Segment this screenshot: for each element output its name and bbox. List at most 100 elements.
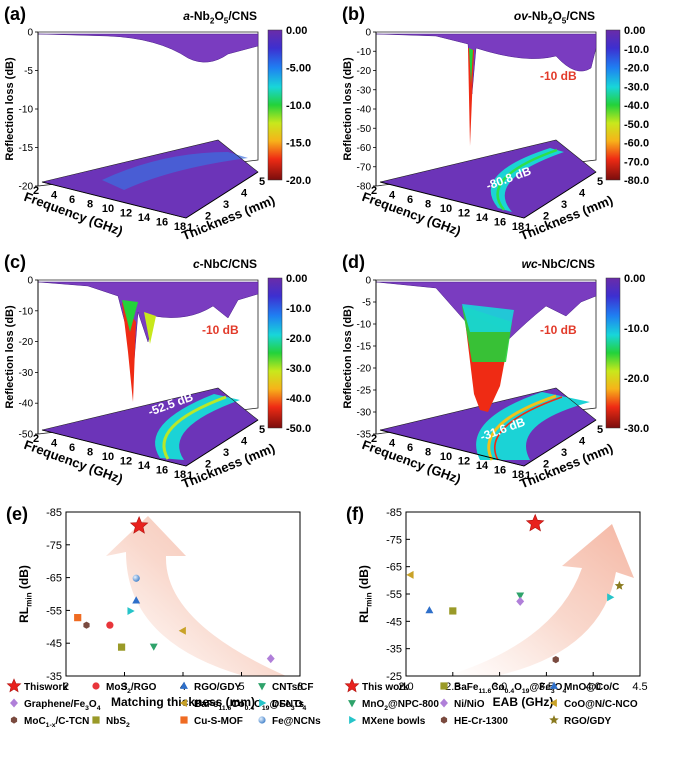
frequency-axis — [379, 181, 525, 219]
x-tick-label: 4.0 — [586, 681, 601, 693]
z-tick-label: 0 — [365, 276, 371, 287]
colorbar-tick-label: -80.0 — [624, 175, 649, 187]
colorbar-tick-label: -10.0 — [286, 303, 311, 315]
y-tick-label: -45 — [386, 616, 402, 628]
legend-label: Graphene/Fe3O4 — [24, 699, 101, 712]
frequency-tick-label: 10 — [102, 203, 114, 215]
panel-letter: (f) — [346, 504, 364, 524]
trend-arrow — [106, 516, 286, 676]
plot-frame — [65, 511, 301, 677]
scatter-panel-f: 2.0 2.5 3.0 3.5 4.0 4.5 -85 -75 -65 -55 -45 -35 -25 E… — [344, 504, 648, 727]
frequency-tick-label: 10 — [440, 203, 452, 215]
frequency-tick-label: 2 — [371, 185, 377, 197]
z-tick-label: -25 — [357, 386, 372, 397]
thickness-axis — [523, 171, 597, 219]
colorbar-tick-label: -40.0 — [286, 393, 311, 405]
rl-surface — [37, 33, 259, 63]
legend-marker — [92, 716, 100, 724]
frequency-tick-label: 2 — [33, 433, 39, 445]
x-tick-label: 2.0 — [398, 681, 413, 693]
legend-label: MXene bowls — [362, 716, 426, 727]
frequency-tick-label: 14 — [476, 212, 489, 224]
y-tick-label: -65 — [46, 573, 62, 585]
panel-letter: (e) — [6, 504, 28, 524]
frequency-tick-label: 8 — [425, 199, 431, 211]
legend-marker — [349, 716, 357, 724]
thickness-axis — [523, 419, 597, 467]
legend-marker — [348, 700, 356, 708]
colorbar-tick-label: -5.00 — [286, 63, 311, 75]
frequency-axis — [379, 429, 525, 467]
panel-letter: (b) — [342, 4, 365, 24]
thickness-tick-label: 5 — [597, 424, 603, 436]
data-point — [106, 621, 114, 629]
heatmap-band — [155, 394, 240, 460]
colorbar-tick-label: -50.0 — [624, 119, 649, 131]
data-point — [607, 593, 615, 602]
frequency-tick-label: 18 — [512, 221, 524, 233]
thickness-tick-label: 3 — [561, 199, 567, 211]
frequency-tick-label: 12 — [458, 208, 470, 220]
y-tick-label: -55 — [386, 589, 402, 601]
y-tick-label: -85 — [46, 507, 62, 519]
legend-label: This work — [362, 682, 409, 693]
z-tick-label: 0 — [365, 28, 371, 39]
data-point — [127, 607, 135, 616]
thickness-tick-label: 4 — [241, 436, 248, 448]
thickness-tick-label: 1 — [187, 470, 193, 482]
data-point — [525, 513, 545, 532]
frequency-tick-label: 16 — [494, 465, 506, 477]
z-axis-title: Reflection loss (dB) — [4, 57, 16, 161]
y-tick-label: -45 — [46, 638, 62, 650]
legend-label: RGO/GDY — [564, 716, 612, 727]
panel-letter: (a) — [4, 4, 26, 24]
data-point — [74, 614, 82, 622]
ten-db-label: -10 dB — [540, 323, 577, 337]
panel-title: wc-NbC/CNS — [522, 257, 595, 271]
y-axis-title: RLmin (dB) — [17, 565, 33, 623]
legend-marker — [258, 683, 266, 691]
frequency-tick-label: 2 — [371, 433, 377, 445]
frequency-tick-label: 4 — [389, 190, 396, 202]
z-tick-label: 0 — [27, 28, 33, 39]
frequency-tick-label: 16 — [156, 217, 168, 229]
thickness-tick-label: 5 — [259, 424, 265, 436]
data-point — [129, 516, 149, 534]
z-tick-label: -30 — [357, 408, 372, 419]
z-tick-label: -30 — [357, 85, 372, 96]
data-point — [83, 621, 90, 629]
y-tick-label: -65 — [386, 562, 402, 574]
thickness-tick-label: 5 — [597, 176, 603, 188]
z-tick-label: -10 — [357, 320, 372, 331]
legend-label: HE-Cr-1300 — [454, 716, 508, 727]
x-tick-label: 5 — [238, 681, 244, 693]
legend-marker — [10, 716, 18, 724]
z-axis-title: Reflection loss (dB) — [4, 305, 16, 409]
y-tick-label: -35 — [386, 644, 402, 656]
z-axis-title: Reflection loss (dB) — [342, 305, 354, 409]
x-tick-label: 2.5 — [445, 681, 460, 693]
x-tick-label: 4.5 — [632, 681, 647, 693]
legend-label: MnO@Co/C — [564, 682, 619, 693]
data-point — [266, 654, 275, 664]
colorbar-tick-label: -60.0 — [624, 138, 649, 150]
legend-label: MoC1-x/C-TCN — [24, 716, 89, 729]
legend-label: Cu-S-MOF — [194, 716, 243, 727]
heatmap-band — [476, 392, 590, 460]
z-tick-label: -35 — [357, 430, 372, 441]
thickness-tick-label: 2 — [205, 459, 211, 471]
z-tick-label: -20 — [357, 364, 372, 375]
panel-title: c-NbC/CNS — [193, 257, 257, 271]
x-axis-title: EAB (GHz) — [493, 695, 554, 709]
frequency-tick-label: 10 — [102, 451, 114, 463]
z-tick-label: -70 — [357, 162, 372, 173]
surface-depth — [122, 302, 136, 402]
x-tick-label: 3 — [121, 681, 127, 693]
data-point — [132, 596, 141, 604]
z-tick-label: -20 — [19, 182, 34, 193]
legend-label: MoS2/RGO — [106, 682, 157, 695]
thickness-tick-label: 2 — [543, 459, 549, 471]
y-tick-label: -75 — [46, 540, 62, 552]
legend-marker — [549, 699, 557, 707]
